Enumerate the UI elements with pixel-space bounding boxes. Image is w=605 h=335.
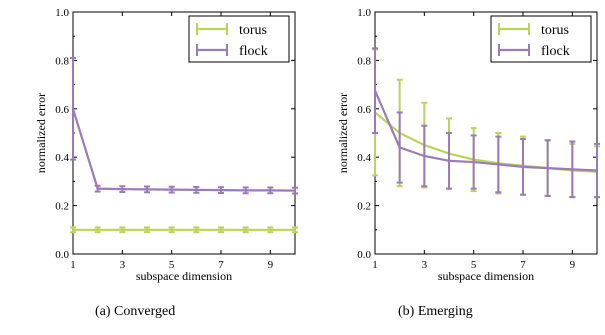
- x-tick-label: 3: [422, 259, 428, 271]
- series-flock: [70, 56, 298, 195]
- x-axis-label: subspace dimension: [438, 269, 534, 283]
- y-tick-label: 0.4: [357, 152, 371, 164]
- legend-box: [490, 15, 592, 63]
- y-tick-label: 1.0: [55, 7, 69, 19]
- x-axis-label: subspace dimension: [136, 269, 232, 283]
- legend-label-torus: torus: [541, 23, 569, 38]
- legend-label-torus: torus: [239, 23, 267, 38]
- series-flock: [372, 47, 600, 199]
- y-tick-label: 0.0: [357, 249, 371, 261]
- y-tick-label: 0.8: [357, 55, 371, 67]
- x-tick-label: 5: [471, 259, 477, 271]
- series-torus: [372, 48, 600, 199]
- x-tick-label: 1: [372, 259, 378, 271]
- x-tick-label: 9: [570, 259, 576, 271]
- legend-box: [188, 15, 290, 63]
- caption-converged: (a) Converged: [95, 304, 176, 319]
- caption-emerging: (b) Emerging: [398, 304, 473, 319]
- y-tick-label: 0.4: [55, 152, 69, 164]
- x-tick-label: 7: [520, 259, 526, 271]
- x-tick-label: 5: [169, 259, 175, 271]
- series-line-flock: [373, 90, 598, 172]
- x-tick-label: 9: [268, 259, 274, 271]
- legend-label-flock: flock: [541, 44, 570, 59]
- y-tick-label: 0.2: [55, 201, 69, 213]
- x-tick-label: 7: [218, 259, 224, 271]
- legend: torus flock: [188, 15, 290, 63]
- x-tick-label: 1: [70, 259, 76, 271]
- legend: torus flock: [490, 15, 592, 63]
- series-line-flock: [71, 108, 296, 192]
- chart-emerging: 0.0 0.2 0.4 0.6 0.8 1.0 1 3 5 7 9 subspace dimensio…: [336, 7, 600, 283]
- y-axis-label: normalized error: [336, 93, 350, 173]
- chart-converged: 0.0 0.2 0.4 0.6 0.8 1.0 1 3 5 7 9 subspace dimensio…: [34, 7, 298, 283]
- legend-label-flock: flock: [239, 44, 268, 59]
- y-tick-label: 0.0: [55, 249, 69, 261]
- x-tick-label: 3: [120, 259, 126, 271]
- y-tick-label: 0.6: [55, 104, 69, 116]
- y-tick-label: 1.0: [357, 7, 371, 19]
- series-torus: [70, 226, 298, 234]
- y-tick-label: 0.8: [55, 55, 69, 67]
- y-tick-label: 0.6: [357, 104, 371, 116]
- y-axis-label: normalized error: [34, 93, 48, 173]
- y-tick-label: 0.2: [357, 201, 371, 213]
